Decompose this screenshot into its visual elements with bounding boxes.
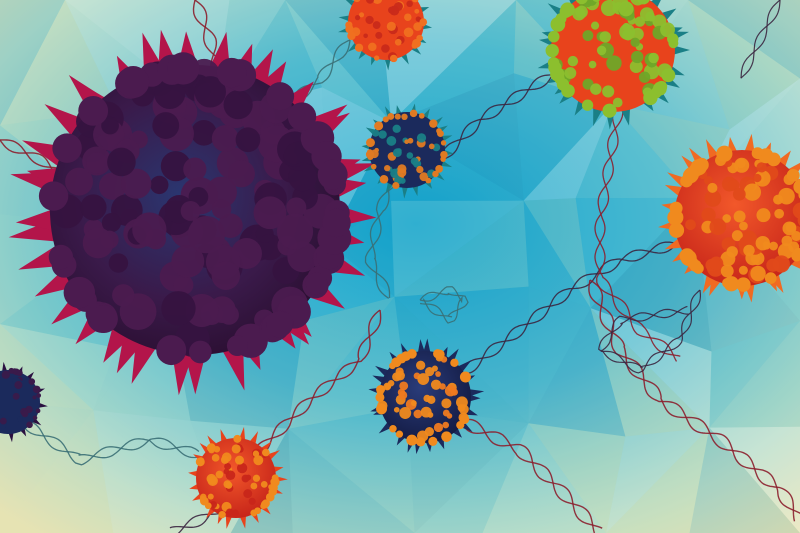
dna-strand	[19, 419, 200, 466]
dna-strand	[439, 67, 561, 161]
dna-strand	[419, 286, 469, 324]
small-red-virus-particle	[188, 426, 288, 529]
dna-strand	[598, 289, 701, 374]
small-orange-teal-virus-particle	[361, 103, 454, 199]
dna-strand	[740, 0, 781, 79]
edge-dark-virus-particle	[0, 361, 48, 443]
dna-strand	[237, 309, 382, 473]
large-purple-virus-particle	[8, 29, 377, 396]
red-orange-virus-particle	[658, 133, 800, 303]
dna-strand	[594, 99, 681, 362]
dna-strand	[459, 418, 603, 533]
dna-strand	[459, 235, 690, 376]
green-orange-virus-particle	[537, 0, 690, 130]
blue-orange-virus-particle	[368, 338, 485, 455]
dna-strand	[588, 279, 800, 522]
small-top-virus-particle	[338, 0, 433, 71]
